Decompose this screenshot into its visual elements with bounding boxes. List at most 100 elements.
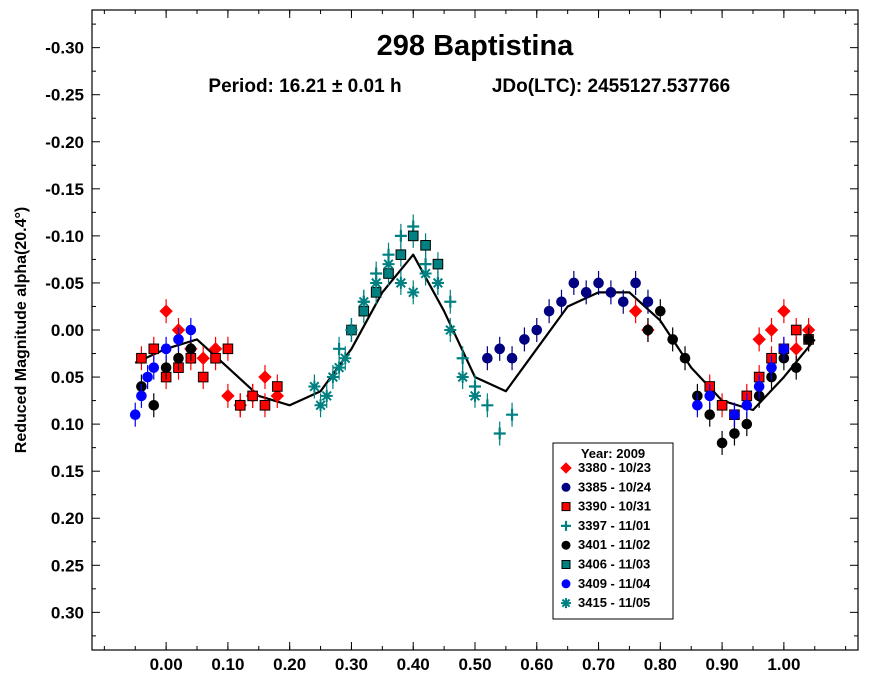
legend-marker <box>561 502 571 512</box>
legend-entry: 3401 - 11/02 <box>578 537 650 552</box>
data-point <box>185 343 197 355</box>
data-point <box>420 239 431 251</box>
data-point <box>142 371 153 383</box>
data-point <box>320 389 333 402</box>
data-point <box>469 389 481 402</box>
legend-title: Year: 2009 <box>581 446 645 461</box>
data-point <box>741 399 753 411</box>
data-point <box>741 418 753 430</box>
data-point <box>345 324 358 336</box>
y-tick-label: 0.25 <box>51 556 84 575</box>
y-tick-label: 0.00 <box>51 321 84 340</box>
data-point <box>444 324 457 336</box>
x-tick-label: 0.60 <box>520 655 553 674</box>
data-point <box>655 305 666 317</box>
data-point <box>456 352 469 365</box>
legend-entry: 3380 - 10/23 <box>578 460 651 475</box>
data-point <box>333 361 346 374</box>
y-tick-label: -0.15 <box>45 180 84 199</box>
data-point <box>556 296 567 308</box>
data-point <box>258 370 272 384</box>
data-point <box>173 352 184 364</box>
legend-box <box>552 442 674 620</box>
data-point <box>259 399 271 411</box>
data-point <box>136 390 147 402</box>
data-point <box>394 276 407 289</box>
legend-marker <box>561 560 571 569</box>
y-tick-label: -0.25 <box>45 86 84 105</box>
data-point <box>196 351 210 365</box>
data-point <box>642 324 654 336</box>
data-point <box>605 287 617 298</box>
data-point <box>531 324 543 336</box>
x-axis: 0.00 0.10 0.20 0.30 0.40 0.50 0.60 0.70 0.80 0.90… <box>103 10 847 674</box>
data-point <box>210 352 221 364</box>
x-tick-label: 0.80 <box>644 655 677 674</box>
legend-entry: 3409 - 11/04 <box>578 576 651 591</box>
data-point <box>617 296 629 308</box>
y-tick-label: 0.30 <box>51 603 84 622</box>
data-point <box>789 342 803 356</box>
data-point <box>314 399 327 412</box>
x-tick-label: 0.70 <box>582 655 615 674</box>
data-point <box>395 249 407 261</box>
data-point <box>642 296 654 308</box>
legend-entry: 3397 - 11/01 <box>578 518 650 533</box>
data-point <box>704 409 716 421</box>
data-point <box>729 409 740 421</box>
data-point <box>148 399 160 411</box>
data-point <box>493 427 506 440</box>
data-point <box>716 437 728 449</box>
data-point <box>234 399 246 411</box>
data-point <box>716 399 728 411</box>
plot-frame <box>91 9 859 651</box>
data-point <box>506 352 518 364</box>
legend-marker <box>561 579 571 589</box>
y-axis: -0.30 -0.25 -0.20 -0.15 -0.10 -0.05 0.00 0.05 0.… <box>45 23 858 637</box>
data-point <box>160 362 172 373</box>
data-point <box>790 324 802 336</box>
data-point <box>778 343 790 355</box>
data-point <box>667 334 678 345</box>
period-label: Period: 16.21 ± 0.01 h <box>208 76 401 97</box>
x-tick-label: 0.40 <box>397 655 430 674</box>
y-axis-label: Reduced Magnitude alpha(20.4°) <box>13 207 30 453</box>
legend-entry: 3385 - 10/24 <box>578 479 652 494</box>
data-point <box>628 304 643 318</box>
legend-entry: 3415 - 11/05 <box>578 595 650 610</box>
legend-entry: 3390 - 10/31 <box>578 499 651 514</box>
data-point <box>394 229 407 242</box>
data-point <box>197 371 209 383</box>
data-point <box>148 362 160 373</box>
y-tick-label: -0.30 <box>45 39 84 58</box>
data-point <box>729 428 740 439</box>
x-tick-label: 0.90 <box>706 655 739 674</box>
data-point <box>333 342 346 355</box>
data-point <box>506 408 519 421</box>
series-8 <box>308 252 481 418</box>
data-point <box>481 399 494 412</box>
data-point <box>370 276 383 289</box>
data-point <box>382 258 395 271</box>
data-point <box>593 277 604 289</box>
data-point <box>790 362 802 373</box>
x-tick-label: 0.10 <box>211 655 244 674</box>
legend-entry: 3406 - 11/03 <box>578 557 650 572</box>
y-tick-label: -0.20 <box>45 133 84 152</box>
y-tick-label: 0.05 <box>51 368 84 387</box>
data-point <box>357 295 370 308</box>
y-tick-label: 0.10 <box>51 415 84 434</box>
data-point <box>766 362 777 373</box>
legend-marker <box>561 520 571 531</box>
data-point <box>568 277 580 289</box>
data-point <box>494 343 506 355</box>
plot-area <box>91 9 859 651</box>
data-point <box>407 230 419 242</box>
y-tick-label: 0.15 <box>51 462 84 481</box>
data-point <box>803 334 814 345</box>
data-point <box>160 343 172 355</box>
x-tick-label: 0.00 <box>150 655 183 674</box>
y-tick-label: 0.20 <box>51 509 84 528</box>
x-tick-label: 0.20 <box>273 655 306 674</box>
